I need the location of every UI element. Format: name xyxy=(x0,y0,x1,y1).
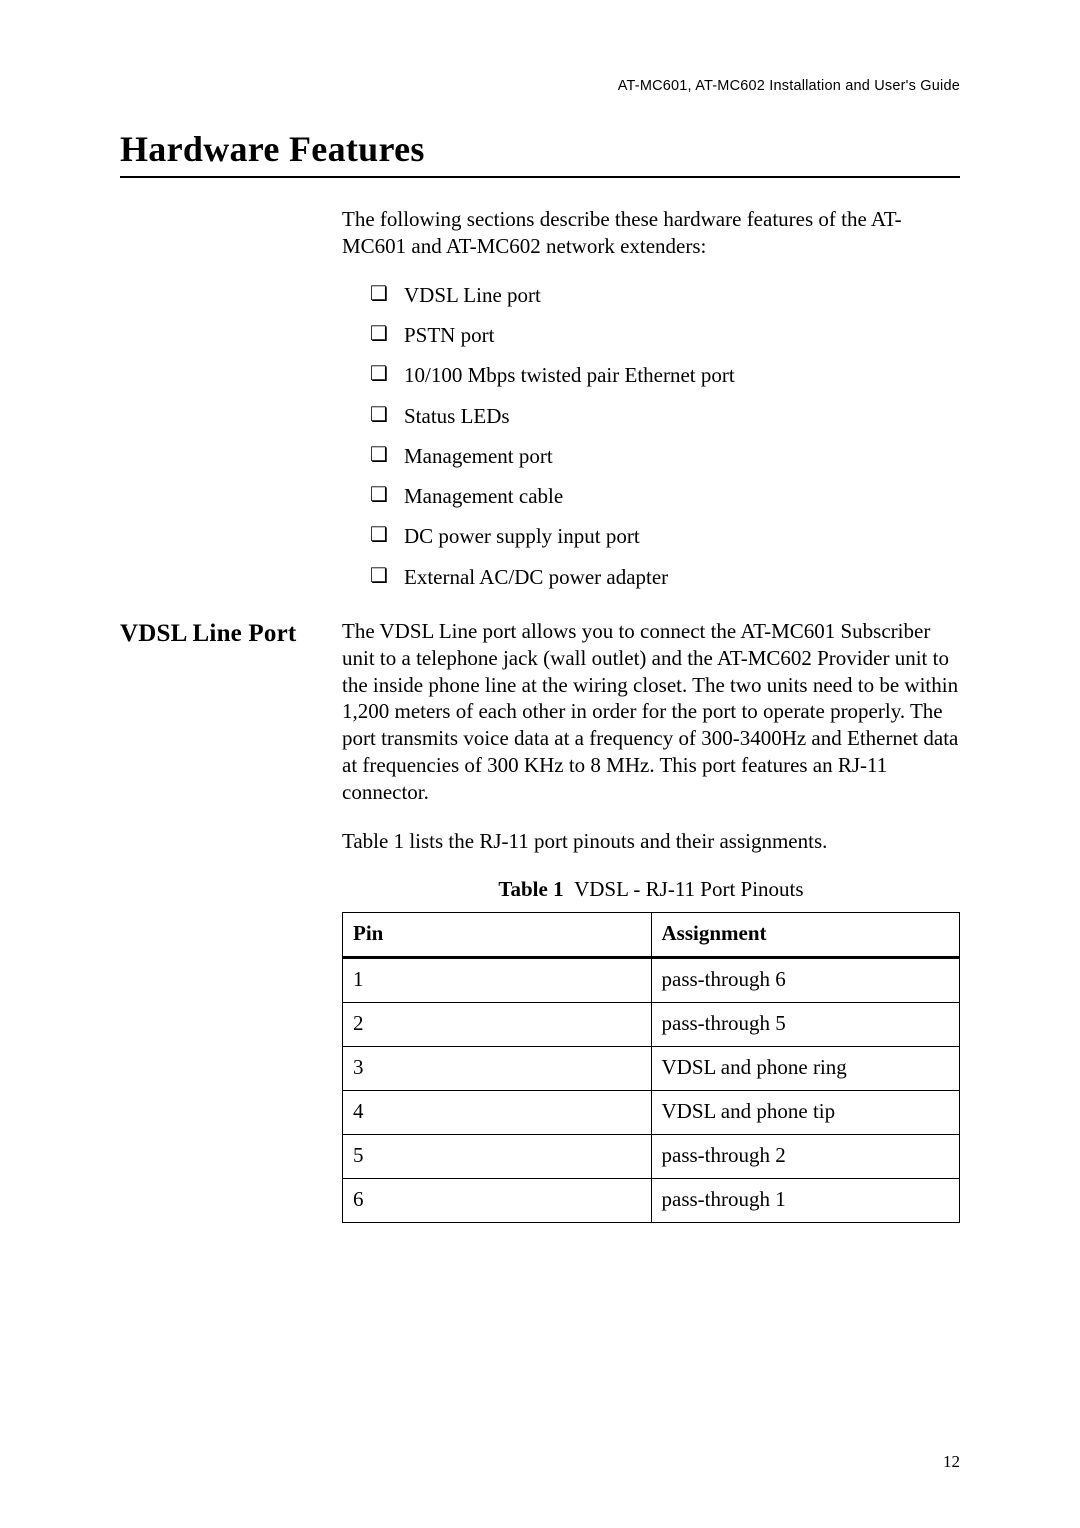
list-item: PSTN port xyxy=(370,322,960,348)
list-item-label: DC power supply input port xyxy=(404,524,640,548)
table-cell: pass-through 1 xyxy=(651,1178,960,1222)
intro-paragraph: The following sections describe these ha… xyxy=(342,206,960,260)
table-row: 4 VDSL and phone tip xyxy=(343,1090,960,1134)
list-item: External AC/DC power adapter xyxy=(370,564,960,590)
table1-caption-label: Table 1 xyxy=(498,877,563,901)
vdsl-paragraph-2: Table 1 lists the RJ-11 port pinouts and… xyxy=(342,828,960,855)
hardware-feature-list: VDSL Line port PSTN port 10/100 Mbps twi… xyxy=(370,282,960,590)
table-row: 5 pass-through 2 xyxy=(343,1134,960,1178)
vdsl-paragraph-1: The VDSL Line port allows you to connect… xyxy=(342,618,960,806)
table-cell: 1 xyxy=(343,957,652,1002)
list-item-label: Status LEDs xyxy=(404,404,510,428)
title-rule xyxy=(120,176,960,178)
table-row: 2 pass-through 5 xyxy=(343,1002,960,1046)
table-cell: VDSL and phone tip xyxy=(651,1090,960,1134)
list-item-label: Management port xyxy=(404,444,553,468)
table1-col-header-pin: Pin xyxy=(343,912,652,957)
table-cell: pass-through 5 xyxy=(651,1002,960,1046)
list-item: 10/100 Mbps twisted pair Ethernet port xyxy=(370,362,960,388)
table-row: 3 VDSL and phone ring xyxy=(343,1046,960,1090)
list-item: Management port xyxy=(370,443,960,469)
table1-pinout-table: Pin Assignment 1 pass-through 6 2 pass-t… xyxy=(342,912,960,1223)
list-item-label: External AC/DC power adapter xyxy=(404,565,668,589)
list-item-label: Management cable xyxy=(404,484,563,508)
list-item-label: VDSL Line port xyxy=(404,283,541,307)
table-row: 1 pass-through 6 xyxy=(343,957,960,1002)
table-cell: pass-through 6 xyxy=(651,957,960,1002)
list-item-label: PSTN port xyxy=(404,323,494,347)
table-cell: 4 xyxy=(343,1090,652,1134)
running-head: AT-MC601, AT-MC602 Installation and User… xyxy=(120,78,960,94)
vdsl-body: The VDSL Line port allows you to connect… xyxy=(342,618,960,1223)
intro-block: The following sections describe these ha… xyxy=(342,206,960,590)
table1-caption-text: VDSL - RJ-11 Port Pinouts xyxy=(574,877,803,901)
section-title: Hardware Features xyxy=(120,128,960,170)
table-cell: 5 xyxy=(343,1134,652,1178)
table-row: 6 pass-through 1 xyxy=(343,1178,960,1222)
table1-col-header-assignment: Assignment xyxy=(651,912,960,957)
list-item: DC power supply input port xyxy=(370,523,960,549)
table-cell: pass-through 2 xyxy=(651,1134,960,1178)
table-cell: 3 xyxy=(343,1046,652,1090)
table1-caption: Table 1 VDSL - RJ-11 Port Pinouts xyxy=(342,877,960,902)
list-item: Management cable xyxy=(370,483,960,509)
vdsl-side-heading: VDSL Line Port xyxy=(120,618,342,648)
table-cell: 2 xyxy=(343,1002,652,1046)
page-number: 12 xyxy=(943,1452,960,1472)
list-item-label: 10/100 Mbps twisted pair Ethernet port xyxy=(404,363,735,387)
list-item: Status LEDs xyxy=(370,403,960,429)
table-cell: VDSL and phone ring xyxy=(651,1046,960,1090)
list-item: VDSL Line port xyxy=(370,282,960,308)
table-cell: 6 xyxy=(343,1178,652,1222)
page: AT-MC601, AT-MC602 Installation and User… xyxy=(0,0,1080,1528)
table-header-row: Pin Assignment xyxy=(343,912,960,957)
vdsl-section: VDSL Line Port The VDSL Line port allows… xyxy=(120,618,960,1223)
